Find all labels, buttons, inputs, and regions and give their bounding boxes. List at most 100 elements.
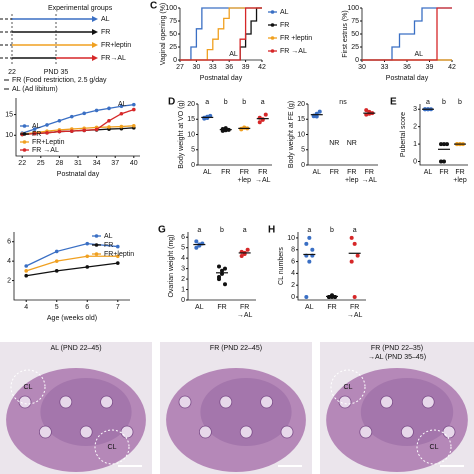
x-tick-label: 42	[448, 64, 456, 71]
y-tick-label: 1	[413, 141, 417, 148]
y-axis-label: First estrus (%)	[342, 10, 349, 57]
point	[107, 106, 111, 111]
dot	[194, 245, 199, 250]
y-axis-label: Body weight at VO (g)	[178, 100, 185, 168]
annotation: AL	[118, 101, 127, 108]
annotation: ns	[339, 99, 347, 106]
legend-label: FR →AL	[280, 48, 307, 55]
groups-title: Experimental groups	[48, 5, 113, 12]
legend-marker	[94, 234, 99, 238]
x-axis-label: Postnatal day	[200, 75, 243, 82]
chart: D Body weight at VO (g) 05101520ALaFRbFR+l…	[168, 97, 272, 184]
x-tick-label: AL	[424, 169, 433, 176]
x-tick-label: 36	[403, 64, 411, 71]
y-tick-label: 5	[181, 245, 185, 252]
group-letter: b	[442, 99, 446, 106]
series-line	[22, 108, 135, 136]
x-tick-label: 42	[258, 64, 266, 71]
point	[115, 261, 120, 265]
x-tick-label: 40	[130, 160, 138, 167]
follicle	[120, 425, 134, 439]
chart: C Vaginal opening (%) Postnatal day 0 25 50 75…	[150, 1, 312, 82]
follicle	[421, 395, 435, 409]
y-tick-label: 5	[301, 147, 305, 154]
y-tick-label: 20	[187, 101, 195, 108]
point	[45, 131, 49, 135]
dot	[220, 268, 224, 273]
panel-label: E	[390, 97, 397, 108]
y-tick-label: 15	[5, 111, 13, 118]
dot	[439, 159, 443, 164]
legend-label: AL	[32, 123, 41, 130]
tissue	[200, 378, 292, 446]
follicle	[380, 395, 394, 409]
y-tick-label: 0	[413, 158, 417, 165]
step-line	[362, 7, 452, 61]
follicle	[260, 395, 274, 409]
group-letter: b	[458, 99, 462, 106]
cl-outline	[10, 369, 46, 405]
y-tick-label: 3	[181, 265, 185, 272]
x-tick-label: 4	[24, 304, 28, 311]
y-tick-label: 15	[297, 116, 305, 123]
y-tick-label: 15	[187, 116, 195, 123]
x-tick-label: +lep	[453, 177, 467, 184]
cl-outline	[94, 429, 130, 465]
x-tick-label: FR	[365, 169, 374, 176]
step-line	[180, 7, 262, 61]
step-line	[180, 7, 262, 61]
legend-marker	[270, 49, 275, 53]
y-tick-label: 2	[291, 282, 295, 289]
y-axis-label: Ovarian weight (mg)	[168, 234, 175, 297]
series-line	[25, 242, 118, 267]
y-tick-label: 50	[169, 31, 177, 38]
dot	[304, 295, 309, 300]
legend-label: FR+leptin	[104, 251, 134, 258]
annotation: AL	[229, 51, 238, 58]
dot	[307, 259, 312, 264]
follicle	[338, 395, 352, 409]
x-tick-label: 39	[242, 64, 250, 71]
axes	[15, 98, 140, 157]
caption: →AL (PND 35–45)	[368, 354, 426, 361]
point	[85, 254, 90, 259]
panel-label: D	[168, 97, 175, 108]
legend-label: AL	[104, 233, 113, 240]
y-tick-label: 10	[287, 235, 295, 242]
note: AL (Ad libitum)	[12, 86, 58, 93]
axes	[187, 232, 256, 301]
point	[24, 269, 29, 273]
dot	[223, 266, 227, 271]
y-tick-label: 2	[181, 276, 185, 283]
y-tick-label: 75	[351, 18, 359, 25]
group-label: FR→AL	[101, 55, 126, 62]
series-line	[22, 125, 134, 135]
y-tick-label: 0	[291, 294, 295, 301]
dot	[355, 253, 360, 258]
y-tick-label: 10	[187, 131, 195, 138]
x-tick-label: FR	[350, 304, 359, 311]
point	[32, 127, 37, 131]
group-letter: b	[224, 99, 228, 106]
y-tick-label: 10	[5, 132, 13, 139]
y-tick-label: 0	[301, 162, 305, 169]
dot	[352, 241, 357, 246]
group-letter: a	[426, 99, 430, 106]
point	[94, 127, 99, 132]
point	[82, 128, 86, 133]
x-tick-label: 30	[193, 64, 201, 71]
legend-marker	[94, 243, 99, 247]
step-line	[362, 7, 452, 61]
dot	[304, 241, 309, 246]
legend-label: FR	[104, 242, 113, 249]
cl-outline	[330, 369, 366, 405]
dot	[217, 264, 221, 269]
group-arrow	[92, 29, 98, 35]
y-tick-label: 50	[351, 31, 359, 38]
y-tick-label: 10	[297, 131, 305, 138]
annotation: AL	[415, 51, 424, 58]
caption: AL (PND 22–45)	[50, 345, 101, 352]
